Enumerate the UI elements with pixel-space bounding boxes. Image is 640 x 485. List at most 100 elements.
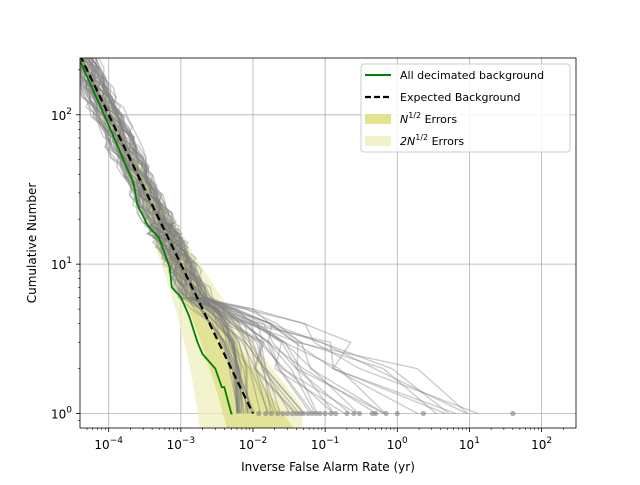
- trial-curve: [95, 58, 242, 414]
- series-layer: [80, 58, 254, 415]
- trial-curve: [82, 58, 377, 415]
- trial-point: [300, 410, 307, 417]
- trial-curve: [80, 58, 240, 414]
- tick-base: 10: [531, 438, 546, 452]
- legend-label: All decimated background: [400, 69, 544, 82]
- y-tick-label: 101: [51, 256, 72, 272]
- trial-curve: [80, 72, 385, 415]
- legend-label-rest: Errors: [428, 135, 464, 148]
- x-tick-label: 10−1: [311, 436, 340, 452]
- trial-curve: [88, 58, 469, 415]
- tick-exponent: 1: [66, 256, 72, 266]
- trial-curve: [83, 58, 437, 415]
- trial-point: [256, 410, 262, 417]
- trial-point: [333, 410, 339, 417]
- trial-curve: [80, 61, 386, 415]
- trial-curve: [80, 60, 239, 414]
- trial-curve: [80, 71, 298, 414]
- trial-curve: [80, 75, 240, 414]
- trial-curve: [94, 58, 277, 414]
- legend-label-sup: 1/2: [408, 111, 421, 120]
- trial-curve: [80, 75, 242, 414]
- legend-label-main: N: [400, 113, 408, 126]
- trial-curve: [90, 58, 385, 415]
- trial-point: [280, 410, 286, 417]
- trial-curve: [87, 58, 275, 414]
- x-tick-label: 10−3: [167, 436, 196, 452]
- tick-exponent: 1: [474, 436, 480, 446]
- trial-curve: [85, 58, 241, 414]
- y-tick-label: 102: [51, 107, 72, 123]
- x-tick-label: 100: [387, 436, 408, 452]
- trial-curve: [97, 58, 249, 414]
- trial-curve: [80, 81, 239, 414]
- legend-label: 2N1/2 Errors: [400, 133, 464, 148]
- band-2sigma: [80, 58, 303, 428]
- trial-point: [420, 410, 426, 417]
- trial-curve: [86, 58, 446, 415]
- legend-label-rest: Errors: [421, 113, 457, 126]
- trial-point: [317, 410, 323, 417]
- trial-curve: [94, 58, 247, 414]
- tick-exponent: 0: [402, 436, 408, 446]
- y-tick-label: 100: [51, 406, 72, 422]
- plot-frame: [79, 57, 577, 429]
- legend-label: Expected Background: [400, 91, 520, 104]
- tick-exponent: −3: [182, 436, 195, 446]
- trial-curve: [80, 69, 335, 415]
- trial-point: [305, 410, 311, 417]
- legend-label: N1/2 Errors: [400, 111, 457, 126]
- x-tick-label: 101: [459, 436, 480, 452]
- tick-exponent: −4: [110, 436, 124, 446]
- tick-base: 10: [167, 438, 182, 452]
- trial-point: [372, 410, 379, 417]
- trial-curve: [80, 83, 238, 414]
- tick-base: 10: [51, 408, 66, 422]
- trial-point: [328, 410, 334, 417]
- trial-curve: [80, 78, 254, 414]
- trial-curve: [89, 58, 238, 414]
- trial-curve: [80, 69, 317, 414]
- series-line-expected: [80, 58, 254, 415]
- x-tick-label: 10−4: [94, 436, 123, 452]
- tick-base: 10: [239, 438, 254, 452]
- trial-curve: [91, 58, 243, 414]
- y-axis-label: Cumulative Number: [25, 183, 39, 304]
- legend-label-main: 2N: [400, 135, 415, 148]
- trial-curve: [89, 58, 351, 415]
- trial-point: [351, 410, 357, 417]
- trial-curve: [95, 58, 272, 414]
- legend-label-sup: 1/2: [415, 133, 428, 142]
- trial-point: [284, 410, 291, 417]
- legend-swatch-band: [365, 136, 391, 146]
- trial-points: [256, 410, 516, 417]
- x-axis-label: Inverse False Alarm Rate (yr): [241, 460, 415, 474]
- trial-curve: [80, 78, 450, 415]
- trial-point: [313, 410, 319, 417]
- trial-point: [383, 410, 389, 417]
- trial-point: [510, 410, 516, 417]
- trial-curve: [86, 58, 305, 414]
- trial-point: [293, 410, 300, 417]
- trial-curve: [82, 58, 281, 414]
- tick-exponent: 0: [66, 406, 72, 416]
- tick-exponent: −1: [326, 436, 339, 446]
- tick-base: 10: [94, 438, 109, 452]
- trial-curve: [90, 58, 314, 414]
- trial-curve: [85, 58, 243, 414]
- error-bands: [80, 58, 303, 428]
- trial-curve: [80, 90, 357, 415]
- trial-point: [394, 410, 400, 417]
- legend-swatch-band: [365, 114, 391, 124]
- tick-base: 10: [51, 258, 66, 272]
- tick-base: 10: [459, 438, 474, 452]
- tick-exponent: −2: [254, 436, 267, 446]
- trial-curve: [88, 58, 241, 414]
- tick-exponent: 2: [66, 107, 72, 117]
- trial-point: [289, 410, 295, 417]
- x-tick-label: 102: [531, 436, 552, 452]
- trial-point: [344, 410, 350, 417]
